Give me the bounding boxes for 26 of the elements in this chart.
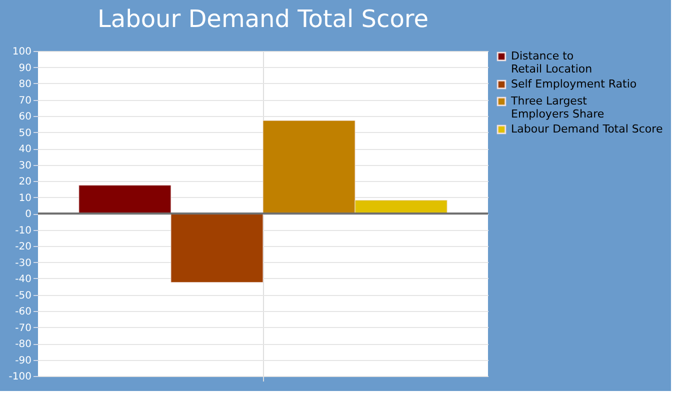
- y-tick-label: 30: [18, 160, 32, 172]
- legend-label: Three Largest Employers Share: [510, 94, 604, 120]
- y-tick-label: -50: [15, 290, 32, 302]
- y-tick-label: 90: [18, 62, 32, 74]
- y-tick-label: 0: [25, 209, 32, 220]
- y-tick-label: 100: [12, 46, 32, 58]
- y-tick-label: -90: [15, 355, 32, 366]
- legend-label: Labour Demand Total Score: [511, 122, 663, 136]
- y-tick-label: 60: [18, 112, 32, 122]
- y-tick-label: 20: [18, 176, 32, 188]
- y-tick-label: 10: [18, 192, 32, 204]
- y-tick-label: 80: [18, 79, 32, 90]
- y-tick-label: 40: [18, 144, 32, 155]
- legend-label: Self Employment Ratio: [511, 78, 637, 90]
- chart-title: Labour Demand Total Score: [97, 5, 429, 33]
- y-tick-label: -70: [15, 322, 32, 334]
- y-tick-label: -80: [15, 339, 32, 350]
- y-tick-label: -10: [15, 225, 32, 236]
- y-tick-label: -30: [15, 258, 32, 269]
- y-tick-label: -60: [15, 306, 32, 318]
- y-tick-label: 50: [18, 128, 32, 139]
- y-tick-label: -40: [15, 274, 32, 285]
- y-tick-label: -20: [15, 242, 32, 252]
- y-tick-label: -100: [8, 372, 32, 382]
- legend-label: Distance to Retail Location: [511, 50, 592, 76]
- y-tick-label: 70: [18, 95, 32, 106]
